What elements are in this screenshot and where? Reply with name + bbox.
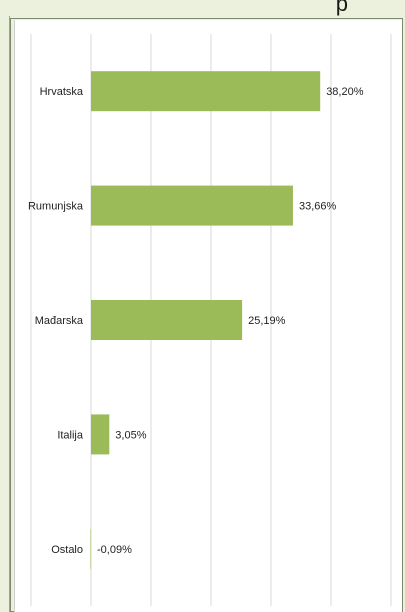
bar-mađarska bbox=[91, 300, 243, 340]
category-label: Ostalo bbox=[51, 544, 83, 556]
category-label: Mađarska bbox=[35, 315, 84, 327]
chart-panel: Hrvatska 38,20% Rumunjska 33,66% Mađarska 25,… bbox=[14, 20, 402, 612]
data-label: -0,09% bbox=[97, 544, 132, 556]
bar-hrvatska bbox=[91, 71, 321, 112]
data-label: 38,20% bbox=[326, 86, 364, 98]
bar-ostalo bbox=[90, 528, 92, 569]
data-label: 33,66% bbox=[299, 201, 337, 213]
category-label: Rumunjska bbox=[28, 201, 84, 213]
title-strip: p bbox=[0, 0, 405, 20]
title-fragment: p bbox=[335, 0, 348, 16]
category-label: Italija bbox=[57, 429, 84, 441]
data-label: 25,19% bbox=[248, 315, 286, 327]
bar-rumunjska bbox=[91, 185, 293, 226]
category-label: Hrvatska bbox=[40, 86, 84, 98]
bar-chart: Hrvatska 38,20% Rumunjska 33,66% Mađarska 25,… bbox=[28, 34, 392, 606]
data-label: 3,05% bbox=[115, 429, 146, 441]
bar-italija bbox=[91, 414, 110, 455]
left-sidebar bbox=[0, 16, 10, 612]
